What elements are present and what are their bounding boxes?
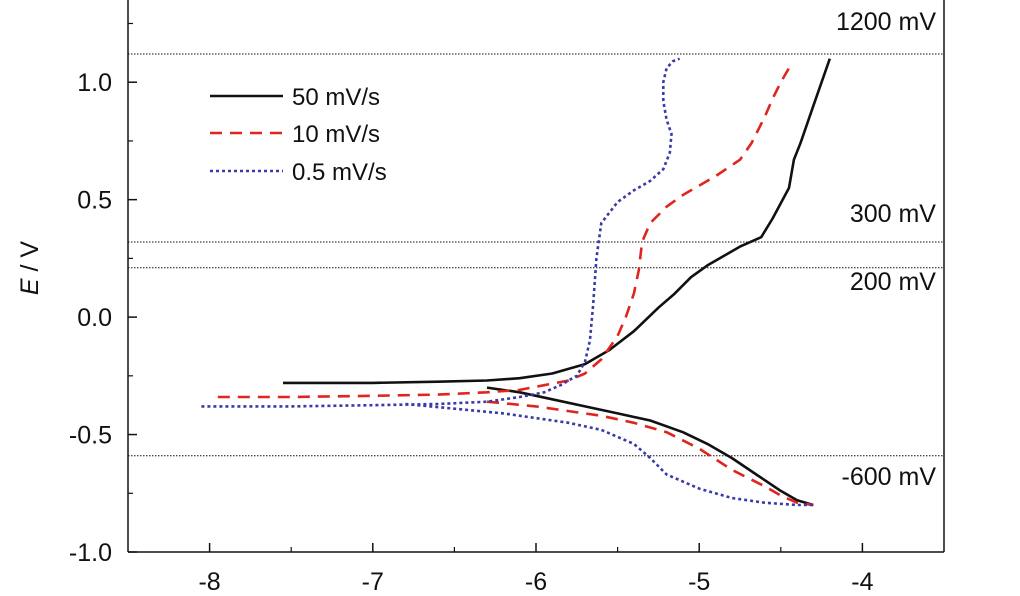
series-0-anodic-curve	[283, 58, 832, 385]
x-tick-label: -8	[198, 568, 220, 596]
x-tick-label: -5	[688, 568, 710, 596]
reference-line-label: 300 mV	[850, 200, 936, 228]
y-axis-label: E / V	[16, 241, 44, 296]
series-layer	[201, 57, 832, 507]
x-tick-label: -7	[362, 568, 384, 596]
series-0-cathodic-curve	[486, 386, 814, 507]
y-tick-label: 0.0	[77, 304, 112, 332]
legend-label-10: 10 mV/s	[292, 121, 380, 148]
x-tick-label: -4	[851, 568, 873, 596]
ticks: -8 -7 -6 -5 -4 -1.0 -0.5 0.0 0.5 1.0	[69, 22, 874, 596]
legend-label-50: 50 mV/s	[292, 84, 380, 111]
series-2-cathodic-curve	[405, 402, 814, 507]
reference-line-label: 1200 mV	[836, 8, 936, 36]
y-tick-label: 1.0	[77, 69, 112, 97]
reference-line-label: 200 mV	[850, 268, 936, 296]
series-2-anodic-curve	[201, 57, 681, 408]
reference-lines: 1200 mV 300 mV 200 mV -600 mV	[128, 8, 944, 491]
y-axis-variable: E	[16, 278, 44, 295]
y-tick-label: 0.5	[77, 187, 112, 215]
y-axis-unit: / V	[16, 241, 44, 279]
y-tick-label: -0.5	[69, 422, 112, 450]
series-1-cathodic-curve	[486, 400, 814, 507]
reference-line-label: -600 mV	[842, 463, 937, 491]
y-tick-label: -1.0	[69, 539, 112, 567]
legend: 50 mV/s 10 mV/s 0.5 mV/s	[210, 84, 387, 186]
legend-label-05: 0.5 mV/s	[292, 159, 387, 186]
x-tick-label: -6	[525, 568, 547, 596]
series-1-anodic-curve	[217, 67, 791, 399]
